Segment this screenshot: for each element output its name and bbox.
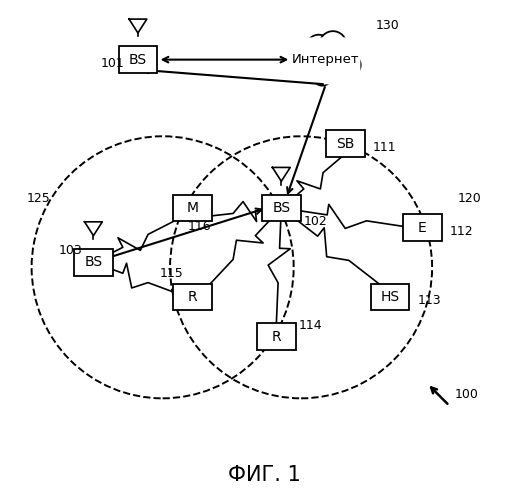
Text: R: R — [271, 330, 281, 344]
Text: BS: BS — [272, 201, 290, 215]
Text: BS: BS — [84, 256, 102, 270]
Text: M: M — [186, 201, 199, 215]
Circle shape — [336, 42, 357, 63]
Circle shape — [319, 31, 346, 58]
Text: 112: 112 — [449, 224, 473, 237]
FancyBboxPatch shape — [74, 249, 112, 276]
Circle shape — [295, 46, 318, 70]
Text: ФИГ. 1: ФИГ. 1 — [228, 465, 300, 485]
Text: 116: 116 — [187, 220, 211, 232]
Text: E: E — [418, 221, 427, 235]
FancyBboxPatch shape — [262, 194, 300, 222]
FancyBboxPatch shape — [371, 284, 409, 310]
Text: 125: 125 — [27, 192, 51, 204]
Circle shape — [312, 66, 332, 86]
FancyBboxPatch shape — [291, 38, 361, 84]
Text: 102: 102 — [304, 215, 327, 228]
FancyBboxPatch shape — [119, 46, 157, 73]
Text: 115: 115 — [160, 266, 184, 280]
FancyBboxPatch shape — [326, 130, 365, 157]
Text: HS: HS — [381, 290, 400, 304]
Text: 111: 111 — [373, 140, 397, 153]
Text: 100: 100 — [455, 388, 478, 401]
Circle shape — [331, 65, 349, 83]
Circle shape — [296, 58, 316, 78]
Text: 120: 120 — [457, 192, 481, 204]
Text: BS: BS — [129, 52, 147, 66]
Text: 101: 101 — [101, 56, 125, 70]
Text: 114: 114 — [299, 318, 322, 332]
Text: R: R — [187, 290, 197, 304]
FancyBboxPatch shape — [173, 194, 212, 222]
Circle shape — [341, 55, 361, 75]
Text: 130: 130 — [375, 18, 399, 32]
Text: 113: 113 — [417, 294, 441, 307]
Text: 103: 103 — [59, 244, 82, 258]
FancyBboxPatch shape — [173, 284, 212, 310]
Text: Интернет: Интернет — [292, 53, 360, 66]
FancyBboxPatch shape — [257, 323, 296, 350]
FancyBboxPatch shape — [403, 214, 441, 241]
Circle shape — [306, 34, 331, 59]
Text: SB: SB — [336, 136, 355, 150]
